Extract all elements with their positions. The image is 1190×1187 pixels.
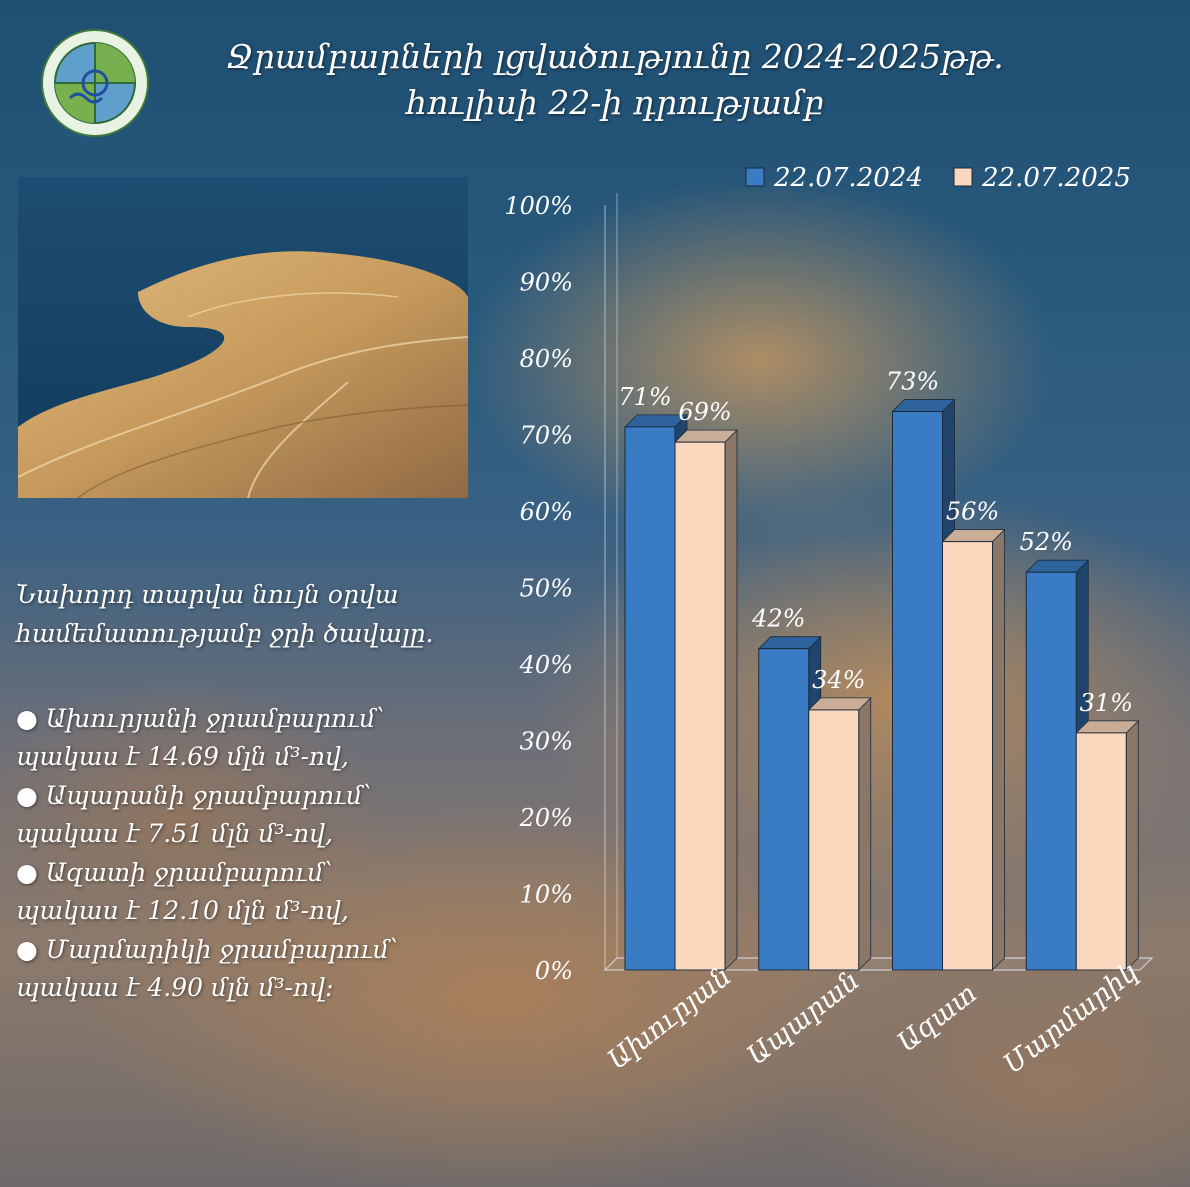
bar-side [992,528,1005,971]
bullet-item-marmarik: ● Մարմարիկի ջրամբարում՝ պակաս է 4.90 մլն… [16,931,536,1008]
bullet-title: ● Ապարանի ջրամբարում՝ [16,781,372,810]
title-line-1: Ջրամբարների լցվածությունը 2024-2025թթ. [226,37,1004,76]
bar-side [1125,719,1139,971]
reservoir-fill-chart: 0% 10% 20% 30% 40% 50% 60% 70% 80% 90% 100% 71%69% Ա… [504,163,1154,1080]
bar-2025 [808,709,860,971]
y-tick-label: 10% [520,881,573,909]
bar-side [858,696,872,971]
page-title: Ջրամբարների լցվածությունը 2024-2025թթ. հ… [150,34,1080,126]
comparison-description: Նախորդ տարվա նույն օրվա համեմատությամբ ջ… [16,575,536,653]
y-tick-label: 80% [520,345,573,373]
bar-side [724,429,738,971]
category-label: Ախուրյան [602,961,737,1076]
data-label: 42% [751,605,805,633]
data-label: 52% [1020,528,1073,556]
description-line-1: Նախորդ տարվա նույն օրվա [16,580,399,609]
bullet-title: ● Ազատի ջրամբարում՝ [16,858,333,887]
data-label: 69% [678,398,731,426]
y-tick-label: 30% [520,728,573,756]
bar-2024 [1025,571,1077,971]
reservoir-photo [18,177,468,498]
legend-label: 22.07.2025 [981,163,1131,193]
bullet-item-azat: ● Ազատի ջրամբարում՝ պակաս է 12.10 մլն մ³… [16,854,536,931]
category-label: Ազատ [892,978,983,1059]
data-label: 73% [886,368,939,396]
bar-2024 [758,648,810,971]
legend-label: 22.07.2024 [773,163,923,193]
data-label: 34% [812,666,865,694]
reservoir-bullet-list: ● Ախուրյանի ջրամբարում՝ պակաս է 14.69 մլ… [16,700,536,1008]
bullet-value: պակաս է 14.69 մլն մ³-ով, [16,742,349,771]
y-tick-label: 70% [520,422,573,450]
description-line-2: համեմատությամբ ջրի ծավալը. [16,619,434,648]
bullet-title: ● Ախուրյանի ջրամբարում՝ [16,704,385,733]
data-label: 71% [618,383,671,411]
bullet-item-akhuryan: ● Ախուրյանի ջրամբարում՝ պակաս է 14.69 մլ… [16,700,536,777]
bar-2025 [942,541,993,971]
data-label: 31% [1080,689,1133,717]
bullet-item-aparan: ● Ապարանի ջրամբարում՝ պակաս է 7.51 մլն մ… [16,777,536,854]
bullet-value: պակաս է 7.51 մլն մ³-ով, [16,819,334,848]
bullet-value: պակաս է 4.90 մլն մ³-ով: [16,973,334,1002]
category-label: Ապարան [742,965,866,1071]
legend-swatch [953,167,973,187]
category-label: Մարմարիկ [998,956,1145,1080]
bar-2024 [892,411,943,971]
y-tick-label: 20% [519,804,573,832]
bullet-title: ● Մարմարիկի ջրամբարում՝ [16,935,399,964]
hydromet-logo [41,29,149,137]
y-tick-label: 90% [520,269,573,297]
y-tick-label: 40% [519,651,573,679]
bar-2024 [624,426,676,971]
y-tick-label: 0% [535,957,573,985]
bullet-value: պակաս է 12.10 մլն մ³-ով, [16,896,349,925]
title-line-2: հուլիսի 22-ի դրությամբ [406,83,824,122]
bar-2025 [1075,732,1127,971]
y-tick-label: 60% [520,498,573,526]
bar-2025 [674,441,726,971]
y-tick-label: 100% [504,192,573,220]
legend-swatch [745,167,765,187]
data-label: 56% [946,498,999,526]
y-tick-label: 50% [520,575,573,603]
